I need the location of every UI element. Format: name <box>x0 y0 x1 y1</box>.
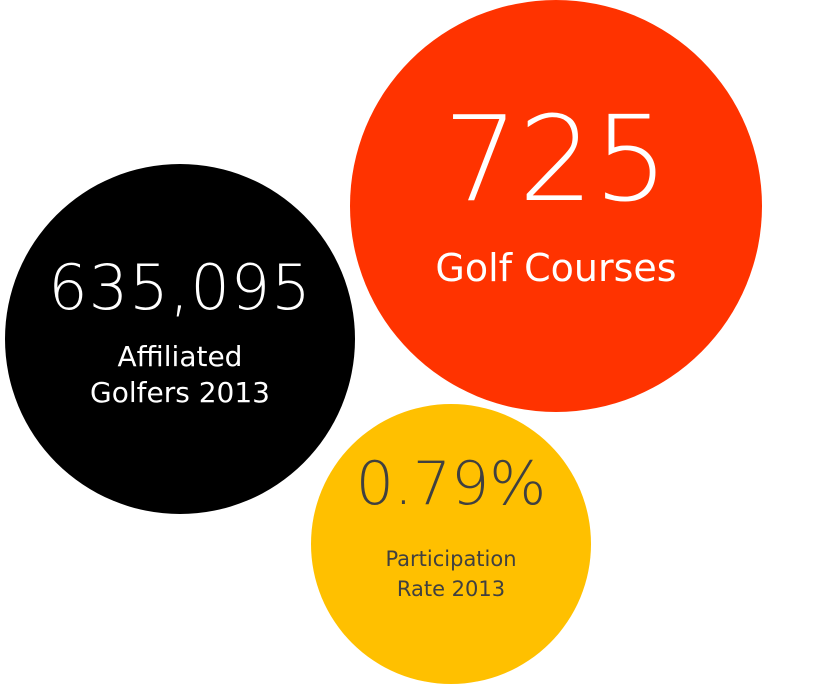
participation-rate-circle: 0.79% Participation Rate 2013 <box>311 404 591 684</box>
affiliated-golfers-circle: 635,095 Affiliated Golfers 2013 <box>5 164 355 514</box>
affiliated-golfers-value: 635,095 <box>48 250 312 324</box>
golf-courses-value: 725 <box>443 90 669 229</box>
participation-rate-label: Participation Rate 2013 <box>385 546 517 601</box>
golf-courses-circle: 725 Golf Courses <box>350 0 762 412</box>
affiliated-golfers-label: Affiliated Golfers 2013 <box>90 339 270 409</box>
golf-courses-label: Golf Courses <box>435 246 677 291</box>
participation-rate-value: 0.79% <box>355 448 547 519</box>
